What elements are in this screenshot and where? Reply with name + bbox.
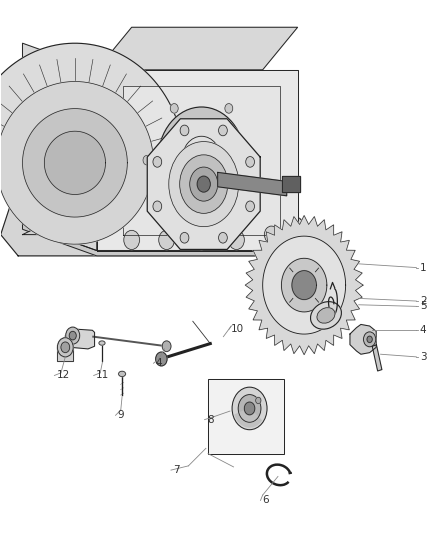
Circle shape <box>169 120 234 200</box>
Polygon shape <box>0 82 153 244</box>
Polygon shape <box>218 172 287 196</box>
Ellipse shape <box>311 302 341 329</box>
Circle shape <box>169 142 239 227</box>
Circle shape <box>238 394 261 422</box>
Polygon shape <box>97 27 297 70</box>
Polygon shape <box>372 345 382 371</box>
Circle shape <box>57 338 73 357</box>
Circle shape <box>364 332 376 347</box>
Circle shape <box>252 156 260 165</box>
Circle shape <box>159 230 174 249</box>
Circle shape <box>190 167 218 201</box>
Circle shape <box>246 157 254 167</box>
Circle shape <box>124 230 140 249</box>
Polygon shape <box>57 348 73 361</box>
Circle shape <box>246 201 254 212</box>
Circle shape <box>69 332 76 340</box>
Text: 4: 4 <box>420 325 427 335</box>
Polygon shape <box>97 70 297 251</box>
Circle shape <box>219 232 227 243</box>
Circle shape <box>219 125 227 136</box>
Circle shape <box>180 155 228 213</box>
Circle shape <box>162 341 171 352</box>
Bar <box>208 379 285 454</box>
Ellipse shape <box>119 371 126 376</box>
Circle shape <box>66 327 80 344</box>
Text: 12: 12 <box>57 370 70 381</box>
Circle shape <box>61 342 70 353</box>
Circle shape <box>182 136 221 184</box>
Text: 7: 7 <box>173 465 180 475</box>
Text: 5: 5 <box>420 301 427 311</box>
Text: 3: 3 <box>420 352 427 362</box>
Text: 1: 1 <box>420 263 427 272</box>
Circle shape <box>153 201 162 212</box>
Circle shape <box>153 157 162 167</box>
Circle shape <box>170 207 178 217</box>
Polygon shape <box>283 176 300 192</box>
Polygon shape <box>44 131 106 195</box>
Circle shape <box>225 103 233 113</box>
Circle shape <box>194 230 209 249</box>
Circle shape <box>367 336 372 343</box>
Polygon shape <box>22 43 97 251</box>
Polygon shape <box>22 109 127 217</box>
Polygon shape <box>263 236 346 334</box>
Polygon shape <box>147 119 260 249</box>
Circle shape <box>225 207 233 217</box>
Circle shape <box>232 387 267 430</box>
Polygon shape <box>292 271 316 300</box>
Text: 4: 4 <box>155 358 162 368</box>
Circle shape <box>229 230 244 249</box>
Text: 10: 10 <box>231 324 244 334</box>
Polygon shape <box>0 43 184 163</box>
Ellipse shape <box>317 308 335 323</box>
Circle shape <box>180 125 189 136</box>
Circle shape <box>244 402 255 415</box>
Polygon shape <box>22 203 97 235</box>
Polygon shape <box>1 208 315 256</box>
Text: 11: 11 <box>96 370 109 381</box>
Polygon shape <box>18 49 141 187</box>
Text: 9: 9 <box>118 410 124 421</box>
Bar <box>208 379 285 454</box>
Text: 2: 2 <box>420 296 427 306</box>
Circle shape <box>170 103 178 113</box>
Circle shape <box>155 352 167 366</box>
Polygon shape <box>350 325 376 354</box>
Polygon shape <box>123 86 280 235</box>
Ellipse shape <box>99 341 105 345</box>
Polygon shape <box>245 215 363 355</box>
Circle shape <box>265 226 279 243</box>
Circle shape <box>158 107 245 213</box>
Circle shape <box>256 397 261 403</box>
Polygon shape <box>282 259 327 312</box>
Circle shape <box>57 338 73 357</box>
Circle shape <box>197 176 210 192</box>
Circle shape <box>143 156 151 165</box>
Text: 8: 8 <box>207 415 213 425</box>
Text: 6: 6 <box>263 495 269 505</box>
Circle shape <box>180 232 189 243</box>
Polygon shape <box>65 329 95 349</box>
Wedge shape <box>235 408 261 427</box>
Polygon shape <box>22 224 297 256</box>
